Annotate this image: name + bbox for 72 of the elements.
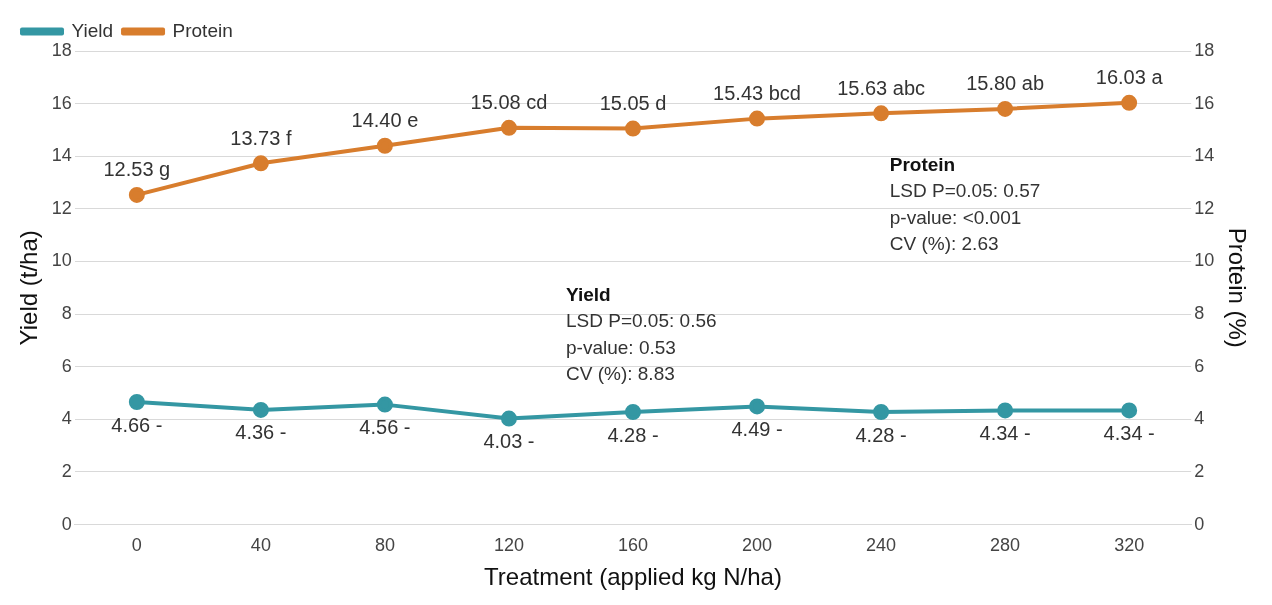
x-tick-label: 80 xyxy=(374,535,395,556)
point xyxy=(1121,94,1138,111)
y-tick-label: 10 xyxy=(51,250,72,271)
point xyxy=(997,100,1014,117)
y-tick-label: 12 xyxy=(51,197,72,218)
point xyxy=(500,410,517,427)
y2-tick-label: 2 xyxy=(1194,460,1205,481)
x-tick-label: 280 xyxy=(990,535,1021,556)
y2-tick-label: 6 xyxy=(1194,355,1205,376)
data-label: 15.08 cd xyxy=(470,91,548,114)
data-label: 4.03 - xyxy=(483,430,535,453)
point xyxy=(376,396,393,413)
data-label: 15.63 abc xyxy=(837,76,926,99)
y-tick-label: 8 xyxy=(61,303,72,324)
annotation: Yield LSD P=0.05: 0.56 p-value: 0.53 CV (%): 8.83 xyxy=(566,283,717,385)
data-label: 4.66 - xyxy=(111,413,163,436)
y-tick-label: 2 xyxy=(61,460,72,481)
data-label: 4.34 - xyxy=(979,421,1031,444)
y2-tick-label: 4 xyxy=(1194,408,1205,429)
y-tick-label: 4 xyxy=(61,408,72,429)
data-label: 15.80 ab xyxy=(966,72,1045,95)
data-label: 16.03 a xyxy=(1095,66,1164,89)
data-label: 14.40 e xyxy=(351,109,419,132)
data-label: 13.73 f xyxy=(230,126,292,149)
x-tick-label: 320 xyxy=(1114,535,1145,556)
y-tick-label: 18 xyxy=(51,39,72,60)
y2-axis-title: Protein (%) xyxy=(1223,227,1251,348)
point xyxy=(749,110,766,127)
x-tick-label: 40 xyxy=(250,535,271,556)
legend-label: Protein xyxy=(172,19,233,41)
data-label: 4.28 - xyxy=(607,423,659,446)
x-tick-label: 120 xyxy=(493,535,524,556)
x-tick-label: 0 xyxy=(131,535,142,556)
x-tick-label: 160 xyxy=(617,535,649,556)
data-label: 4.36 - xyxy=(235,421,287,444)
point xyxy=(500,119,517,136)
y2-tick-label: 16 xyxy=(1194,92,1215,113)
y2-tick-label: 18 xyxy=(1194,39,1215,60)
y-tick-label: 6 xyxy=(61,355,72,376)
x-tick-label: 200 xyxy=(742,535,773,556)
data-label: 15.05 d xyxy=(599,92,667,115)
y-tick-label: 14 xyxy=(51,145,72,166)
point xyxy=(873,403,890,420)
point xyxy=(873,105,890,122)
y2-tick-label: 8 xyxy=(1194,303,1205,324)
data-label: 15.43 bcd xyxy=(713,82,801,105)
data-label: 4.34 - xyxy=(1103,421,1155,444)
y2-tick-label: 12 xyxy=(1194,197,1215,218)
point xyxy=(997,402,1014,419)
annotation: Protein LSD P=0.05: 0.57 p-value: <0.001 CV (%): 2.63 xyxy=(889,153,1041,255)
data-label: 4.28 - xyxy=(855,423,907,446)
x-tick-label: 240 xyxy=(866,535,897,556)
legend-label: Yield xyxy=(71,19,114,41)
point xyxy=(1121,402,1138,419)
y2-tick-label: 10 xyxy=(1194,250,1215,271)
y2-tick-label: 14 xyxy=(1194,145,1215,166)
point xyxy=(625,403,641,420)
data-label: 12.53 g xyxy=(103,158,171,181)
y2-tick-label: 0 xyxy=(1194,513,1205,534)
point xyxy=(128,393,145,410)
data-label: 4.49 - xyxy=(731,417,783,440)
point xyxy=(128,186,145,203)
y-tick-label: 16 xyxy=(51,92,72,113)
data-label: 4.56 - xyxy=(359,416,411,439)
point xyxy=(376,137,393,154)
y-axis-title: Yield (t/ha) xyxy=(15,230,43,346)
point xyxy=(749,398,766,415)
y-tick-label: 0 xyxy=(61,513,72,534)
x-axis-title: Treatment (applied kg N/ha) xyxy=(484,563,782,591)
point xyxy=(625,120,641,137)
point xyxy=(252,155,269,172)
point xyxy=(252,401,269,418)
